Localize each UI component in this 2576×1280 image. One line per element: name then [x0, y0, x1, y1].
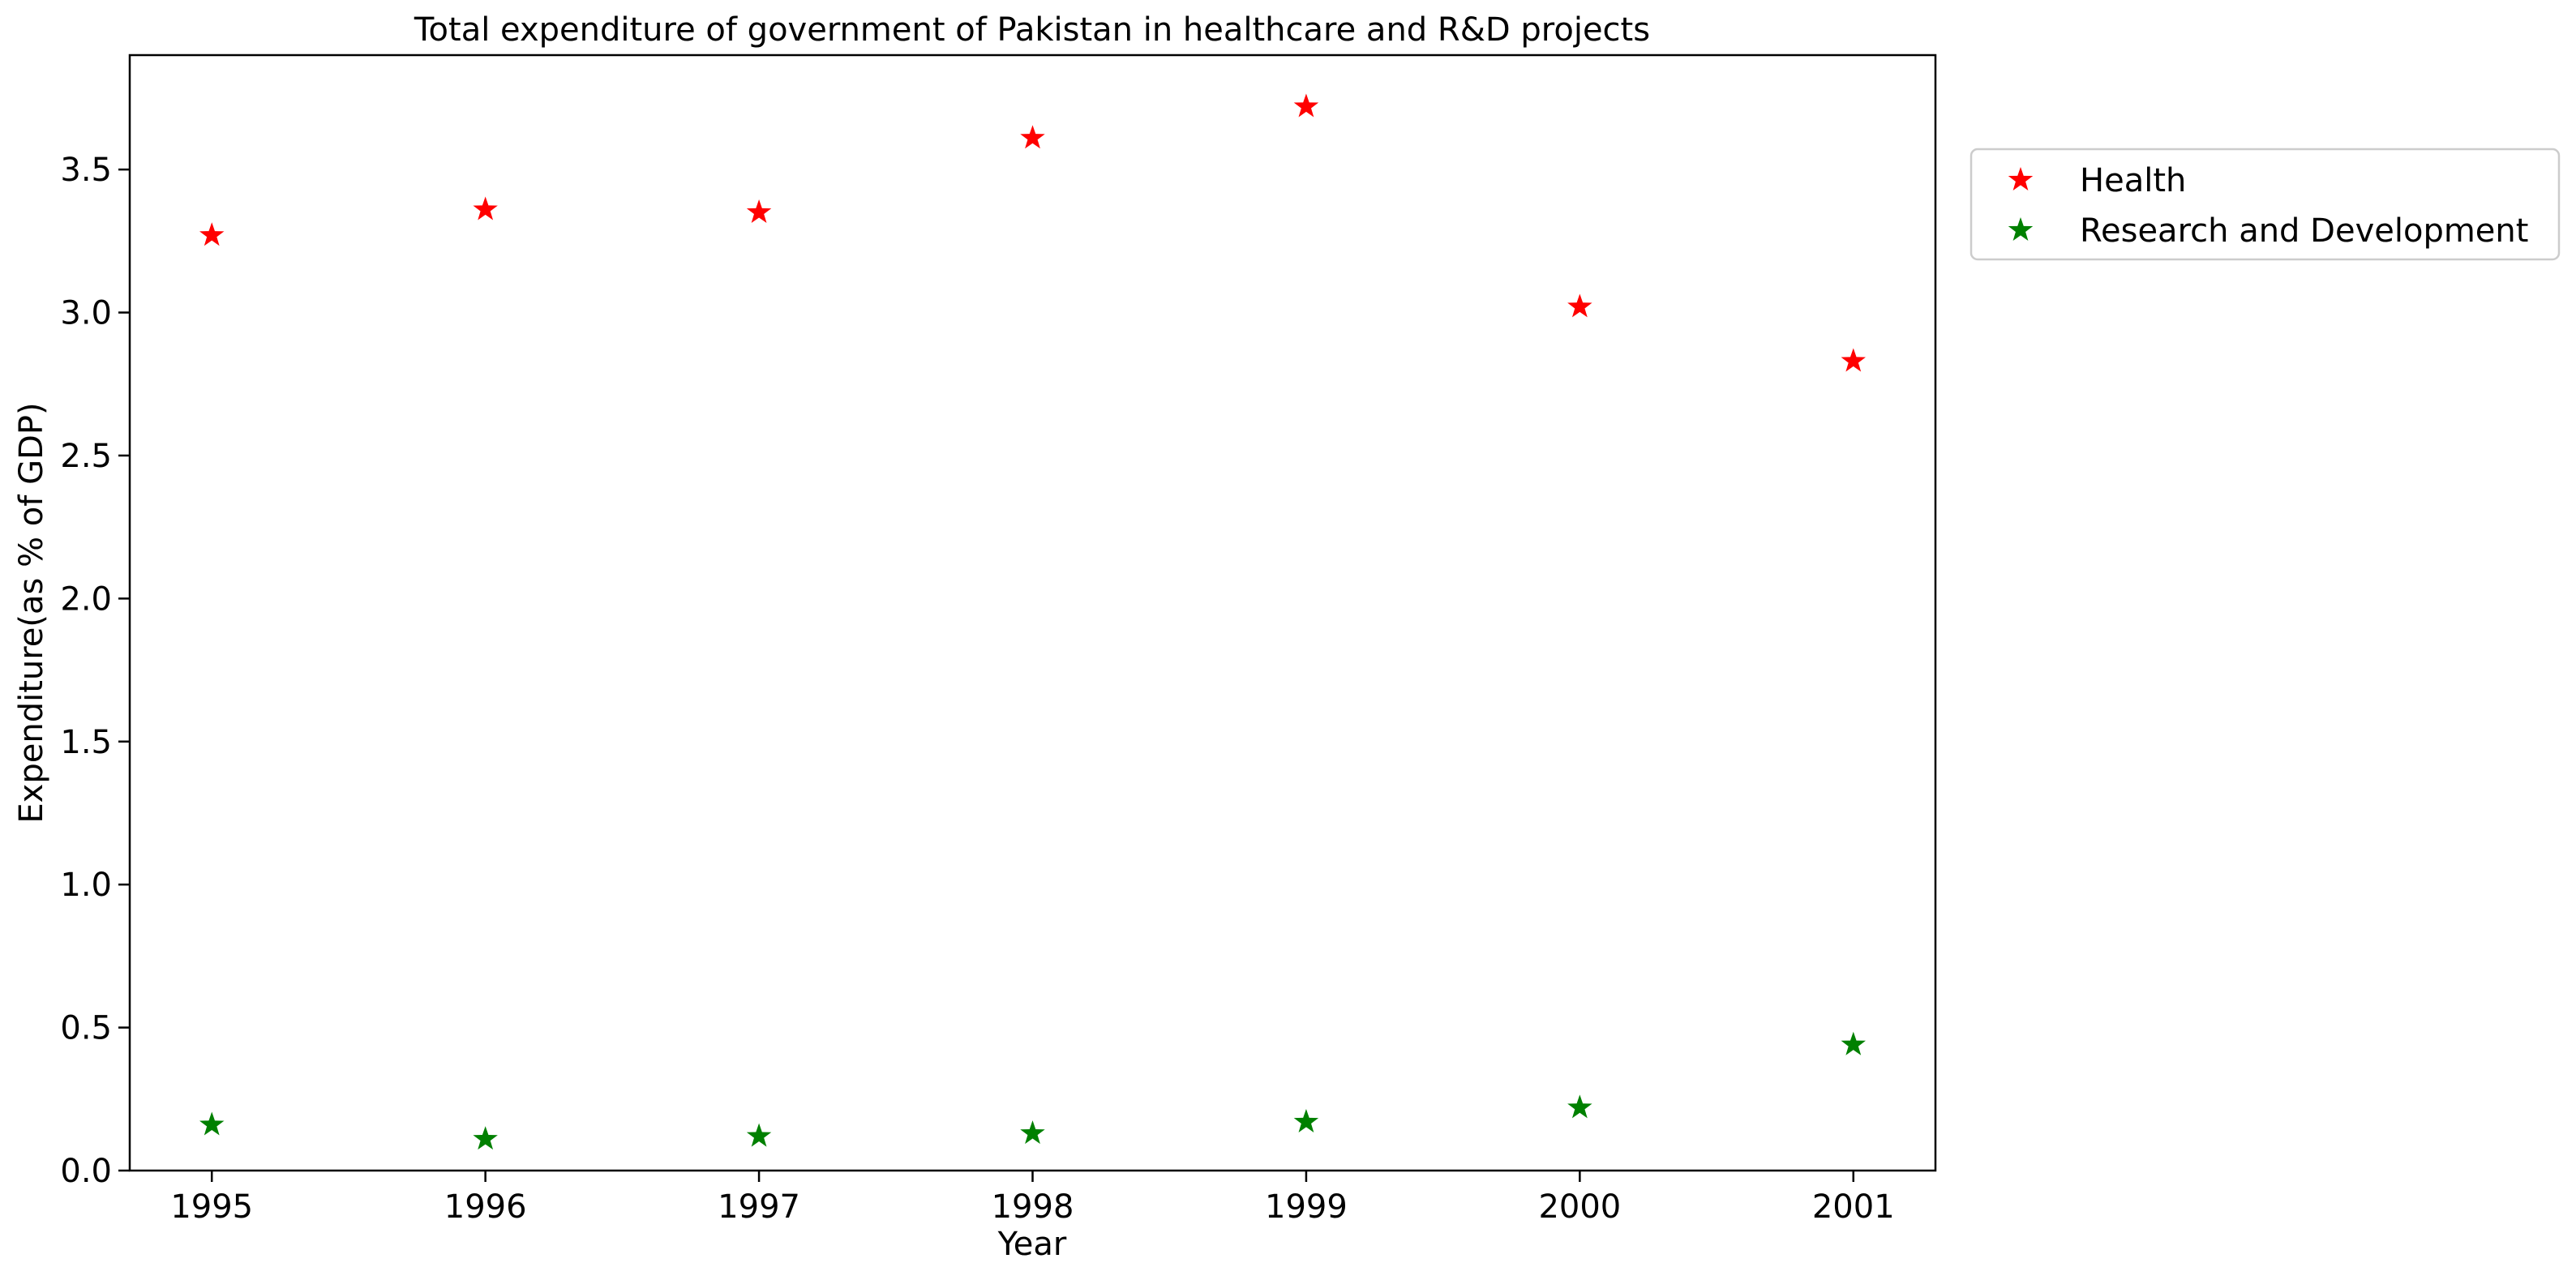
x-axis-label: Year — [997, 1226, 1067, 1263]
legend-marker — [2008, 167, 2034, 191]
y-axis-label: Expenditure(as % of GDP) — [13, 402, 50, 823]
x-tick-label: 1995 — [170, 1188, 253, 1226]
point-health — [1841, 348, 1866, 372]
x-axis: 1995 1996 1997 1998 1999 2000 2001 — [170, 1171, 1895, 1226]
y-axis: 0.0 0.5 1.0 1.5 2.0 2.5 3.0 3.5 — [60, 152, 130, 1190]
x-tick-label: 1998 — [992, 1188, 1074, 1226]
point-health — [1293, 93, 1319, 118]
y-tick-label: 2.0 — [60, 580, 112, 618]
y-tick-label: 1.0 — [60, 867, 112, 904]
chart-title: Total expenditure of government of Pakis… — [414, 11, 1650, 49]
x-tick-label: 1999 — [1265, 1188, 1348, 1226]
y-tick-label: 0.5 — [60, 1010, 112, 1047]
y-tick-label: 2.5 — [60, 438, 112, 475]
legend-frame — [1970, 148, 2561, 261]
y-tick-label: 0.0 — [60, 1153, 112, 1190]
x-tick-label: 1997 — [718, 1188, 800, 1226]
y-tick-label: 3.0 — [60, 295, 112, 332]
x-tick-label: 2000 — [1538, 1188, 1621, 1226]
point-research-and-development — [1567, 1094, 1592, 1119]
point-research-and-development — [746, 1123, 772, 1147]
point-research-and-development — [1293, 1109, 1319, 1132]
point-health — [746, 199, 772, 223]
point-research-and-development — [1841, 1031, 1866, 1055]
point-health — [199, 222, 225, 246]
x-tick-label: 2001 — [1812, 1188, 1895, 1226]
y-tick-label: 1.5 — [60, 724, 112, 761]
legend-marker — [2008, 217, 2034, 241]
point-health — [1567, 293, 1592, 318]
point-health — [473, 196, 498, 220]
point-research-and-development — [1020, 1120, 1045, 1145]
point-research-and-development — [199, 1111, 225, 1136]
y-tick-label: 3.5 — [60, 152, 112, 189]
x-tick-label: 1996 — [444, 1188, 527, 1226]
data-points — [199, 93, 1866, 1150]
legend-label: Health — [2080, 162, 2186, 199]
plot-area — [128, 54, 1937, 1172]
point-research-and-development — [473, 1126, 498, 1150]
point-health — [1020, 125, 1045, 149]
legend-label: Research and Development — [2080, 212, 2528, 250]
legend: Health Research and Development — [1970, 148, 2561, 261]
